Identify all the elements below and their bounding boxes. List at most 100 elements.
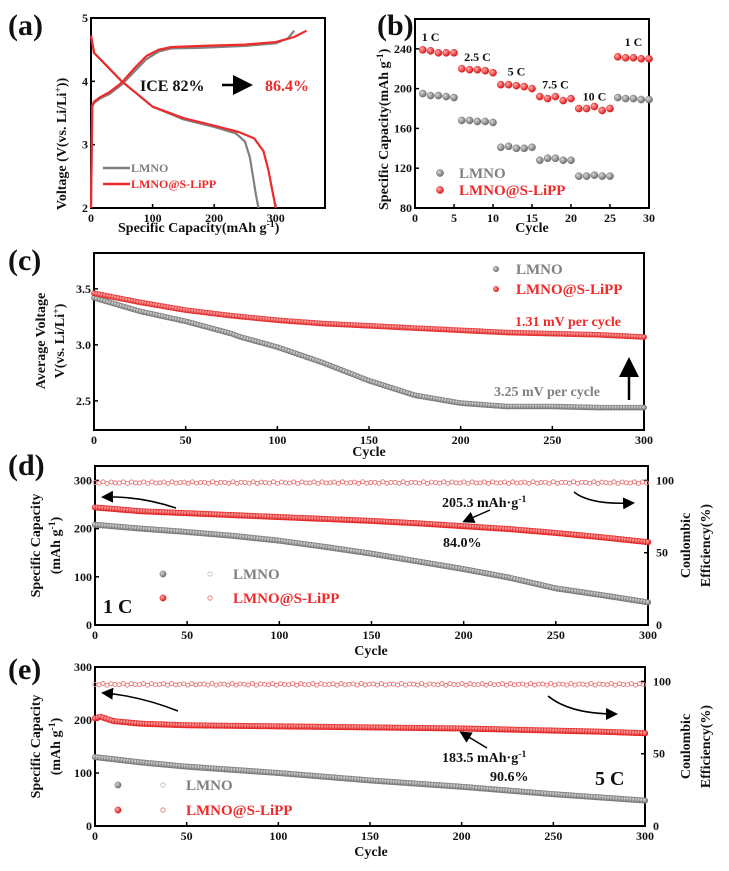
y-tick-label: 100 xyxy=(74,570,92,584)
efficiency-point-lipp xyxy=(641,682,646,688)
y-tick-label: 4 xyxy=(82,74,88,88)
x-tick-label: 0 xyxy=(91,433,97,447)
efficiency-point-lipp xyxy=(165,682,171,688)
data-point-lmno xyxy=(551,154,560,163)
data-point-lmno xyxy=(543,154,552,163)
efficiency-point-lipp xyxy=(318,681,324,686)
data-point-lmno xyxy=(559,156,568,165)
data-point-lipp xyxy=(450,49,458,57)
efficiency-point-lipp xyxy=(100,681,106,686)
efficiency-point-lipp xyxy=(644,480,649,486)
efficiency-point-lipp xyxy=(615,481,621,486)
y-tick-label: 200 xyxy=(394,82,412,96)
efficiency-point-lipp xyxy=(522,479,528,485)
legend-marker-lipp-capacity xyxy=(159,594,167,602)
annotation-arrow xyxy=(459,731,488,749)
data-point-lmno xyxy=(457,116,466,125)
efficiency-point-lipp xyxy=(623,480,629,486)
efficiency-point-lipp xyxy=(181,479,187,485)
x-tick-label: 250 xyxy=(544,829,562,843)
y-tick-label: 160 xyxy=(394,121,412,135)
efficiency-point-lipp xyxy=(314,682,320,688)
efficiency-point-lipp xyxy=(149,681,154,686)
data-point-lipp xyxy=(481,66,490,75)
efficiency-point-lipp xyxy=(327,480,333,486)
efficiency-point-lipp xyxy=(112,480,118,486)
efficiency-point-lipp xyxy=(490,479,495,485)
efficiency-point-lipp xyxy=(388,479,394,485)
efficiency-point-lipp xyxy=(629,681,634,686)
efficiency-point-lipp xyxy=(417,480,422,486)
efficiency-point-lipp xyxy=(230,479,236,485)
efficiency-point-lipp xyxy=(213,682,219,688)
efficiency-point-lipp xyxy=(104,481,110,486)
efficiency-point-lipp xyxy=(262,480,268,486)
efficiency-point-lipp xyxy=(181,681,187,687)
data-point-lipp xyxy=(489,68,497,77)
y2-tick-label: 50 xyxy=(656,546,668,560)
efficiency-point-lipp xyxy=(633,682,638,688)
series-line-lmno-s-lipp-charge xyxy=(89,29,308,209)
efficiency-point-lipp xyxy=(637,681,642,687)
y-axis-label-line1: Specific Capacity xyxy=(29,695,44,799)
data-point-lmno xyxy=(465,116,474,125)
efficiency-point-lipp xyxy=(387,681,392,687)
efficiency-point-lipp xyxy=(233,682,239,688)
data-point-lipp xyxy=(520,82,529,91)
efficiency-point-lipp xyxy=(455,682,461,688)
data-point-lmno xyxy=(536,156,544,165)
efficiency-point-lipp xyxy=(503,682,509,688)
efficiency-point-lipp xyxy=(193,682,199,688)
x-tick-label: 250 xyxy=(543,433,561,447)
efficiency-point-lipp xyxy=(538,480,544,485)
efficiency-point-lipp xyxy=(499,681,505,687)
efficiency-point-lipp xyxy=(530,479,536,485)
efficiency-point-lipp xyxy=(169,681,175,686)
efficiency-point-lipp xyxy=(202,479,207,485)
data-point-lmno xyxy=(512,144,521,153)
y-tick-label: 100 xyxy=(74,766,92,780)
efficiency-point-lipp xyxy=(286,682,292,688)
x-tick-label: 0 xyxy=(92,628,98,642)
efficiency-point-lipp xyxy=(546,480,552,486)
efficiency-point-lipp xyxy=(514,480,520,486)
efficiency-point-lipp xyxy=(427,681,433,687)
efficiency-point-lipp xyxy=(575,480,580,486)
data-point-lipp xyxy=(575,104,583,113)
efficiency-point-lipp xyxy=(189,479,195,485)
panel-a-chart: 0 100 200 300 2 3 4 5 Voltage (V(vs. Li/Li+)) Spe… xyxy=(53,11,326,236)
efficiency-point-lipp xyxy=(249,681,255,686)
efficiency-point-lipp xyxy=(451,682,457,687)
efficiency-point-lipp xyxy=(140,681,146,687)
y-tick-label: 3.5 xyxy=(76,282,91,296)
rate-label: 2.5 C xyxy=(464,50,491,64)
data-point-lipp xyxy=(434,49,443,57)
efficiency-point-lipp xyxy=(177,480,183,486)
efficiency-point-lipp xyxy=(479,681,485,687)
efficiency-point-lipp xyxy=(330,681,336,687)
efficiency-point-lipp xyxy=(423,682,429,688)
panel-b-chart: 0 5 10 15 20 25 30 80 120 160 200 240 1 C 2.5 C 5 C 7.5… xyxy=(375,18,655,236)
efficiency-point-lipp xyxy=(323,480,329,486)
efficiency-point-lipp xyxy=(552,682,558,688)
data-point-lmno xyxy=(598,172,607,180)
efficiency-point-lipp xyxy=(116,682,122,688)
efficiency-point-lipp xyxy=(412,480,418,485)
efficiency-point-lipp xyxy=(473,480,479,486)
efficiency-point-lipp xyxy=(591,479,597,485)
efficiency-point-lipp xyxy=(311,479,317,485)
efficiency-point-lipp xyxy=(368,480,374,485)
efficiency-point-lipp xyxy=(270,681,275,686)
efficiency-point-lipp xyxy=(112,682,118,687)
x-tick-label: 100 xyxy=(144,211,162,225)
data-point-lipp xyxy=(536,92,544,101)
efficiency-point-lipp xyxy=(342,682,348,688)
rate-label: 1 C xyxy=(422,30,440,44)
x-tick-label: 200 xyxy=(453,829,471,843)
data-point-lmno xyxy=(450,93,458,102)
efficiency-point-lipp xyxy=(534,480,540,486)
data-point-lmno xyxy=(575,172,583,180)
panel-label-e: (e) xyxy=(8,653,41,686)
y2-axis-label-line2: Efficiency(%) xyxy=(699,705,714,789)
efficiency-point-lipp xyxy=(587,480,593,486)
